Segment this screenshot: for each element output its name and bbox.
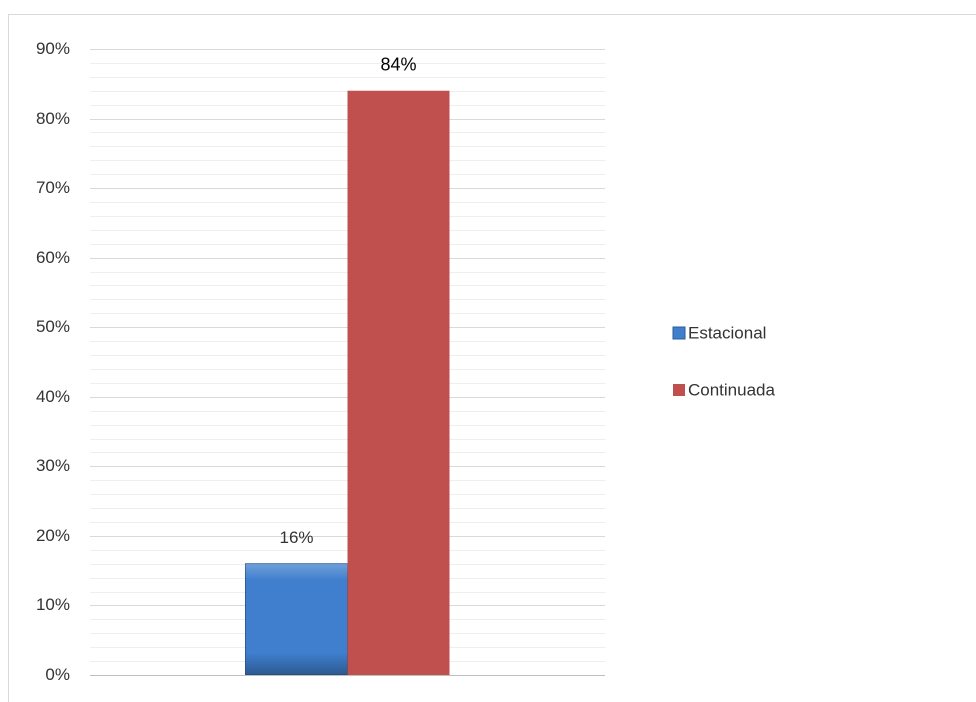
legend-swatch <box>672 326 686 340</box>
bar-shade <box>245 563 348 675</box>
legend-swatch <box>673 384 685 396</box>
legend-label: Estacional <box>688 323 766 342</box>
data-label: 84% <box>380 54 416 74</box>
data-label: 16% <box>279 528 313 547</box>
y-tick-label: 30% <box>36 456 70 475</box>
y-tick-label: 0% <box>45 665 70 684</box>
y-tick-label: 50% <box>36 317 70 336</box>
y-tick-label: 40% <box>36 387 70 406</box>
y-tick-label: 90% <box>36 39 70 58</box>
y-tick-label: 10% <box>36 595 70 614</box>
y-tick-label: 70% <box>36 178 70 197</box>
legend-label: Continuada <box>688 380 776 399</box>
chart-frame <box>8 14 976 702</box>
bar <box>347 90 450 675</box>
y-tick-label: 60% <box>36 248 70 267</box>
y-tick-label: 20% <box>36 526 70 545</box>
y-tick-label: 80% <box>36 109 70 128</box>
